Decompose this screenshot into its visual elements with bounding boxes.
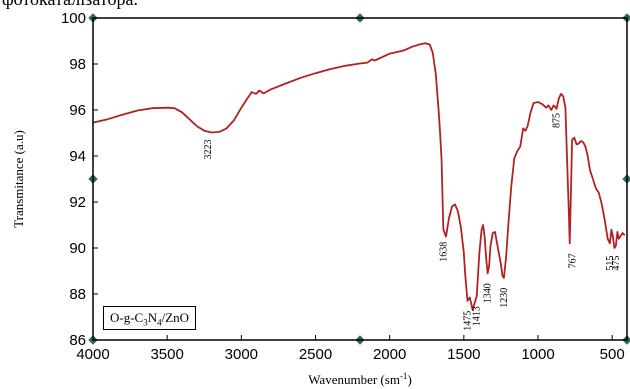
peak-label: 3223 bbox=[203, 139, 214, 159]
peak-label: 475 bbox=[611, 256, 622, 271]
plot-frame bbox=[92, 17, 628, 341]
y-tick-label: 86 bbox=[69, 332, 86, 349]
y-tick-label: 90 bbox=[69, 240, 86, 257]
x-tick-label: 3500 bbox=[150, 346, 183, 363]
x-tick-label: 500 bbox=[600, 346, 625, 363]
x-tick-label: 2500 bbox=[299, 346, 332, 363]
x-tick-label: 4000 bbox=[76, 346, 109, 363]
legend-sub-2: 4 bbox=[157, 317, 162, 328]
header-text-fragment: фотокаталізатора. bbox=[2, 0, 138, 10]
y-tick-label: 92 bbox=[69, 194, 86, 211]
x-tick-label: 1000 bbox=[521, 346, 554, 363]
x-tick-label: 3000 bbox=[225, 346, 258, 363]
peak-label: 875 bbox=[552, 113, 563, 128]
series-line bbox=[92, 42, 626, 311]
peak-label: 1638 bbox=[438, 242, 449, 262]
peak-label: 1230 bbox=[499, 288, 510, 308]
peak-label: 1413 bbox=[472, 306, 483, 326]
x-tick-label: 1500 bbox=[447, 346, 480, 363]
y-axis-title: Transmitance (a.u) bbox=[11, 130, 26, 228]
peak-label: 1340 bbox=[483, 283, 494, 303]
legend-suffix: /ZnO bbox=[161, 310, 190, 325]
x-tick-label: 2000 bbox=[373, 346, 406, 363]
axis-ticks bbox=[92, 17, 613, 341]
y-tick-label: 98 bbox=[69, 56, 86, 73]
peak-label: 515 bbox=[605, 256, 616, 271]
legend-prefix: O-g-C bbox=[110, 310, 144, 325]
x-axis-title-end: ) bbox=[407, 372, 411, 387]
tick-labels: 4000 3500 3000 2500 2000 1500 1000 500 86 88 90 92 9… bbox=[61, 10, 625, 363]
y-tick-label: 96 bbox=[69, 102, 86, 119]
y-tick-label: 88 bbox=[69, 286, 86, 303]
peak-label: 1475 bbox=[463, 311, 474, 331]
x-axis-title-main: Wavenumber (sm bbox=[308, 372, 400, 387]
x-axis-title-superscript: -1 bbox=[400, 371, 408, 381]
y-tick-label: 94 bbox=[69, 148, 86, 165]
y-tick-label: 100 bbox=[61, 10, 86, 27]
series-layer bbox=[92, 42, 626, 311]
x-axis-title: Wavenumber (sm-1) bbox=[308, 371, 412, 387]
legend-sub-1: 3 bbox=[143, 317, 148, 328]
legend-box: O-g-C3N4/ZnO bbox=[103, 306, 197, 330]
peak-label: 767 bbox=[568, 253, 579, 268]
legend-mid: N bbox=[147, 310, 158, 325]
